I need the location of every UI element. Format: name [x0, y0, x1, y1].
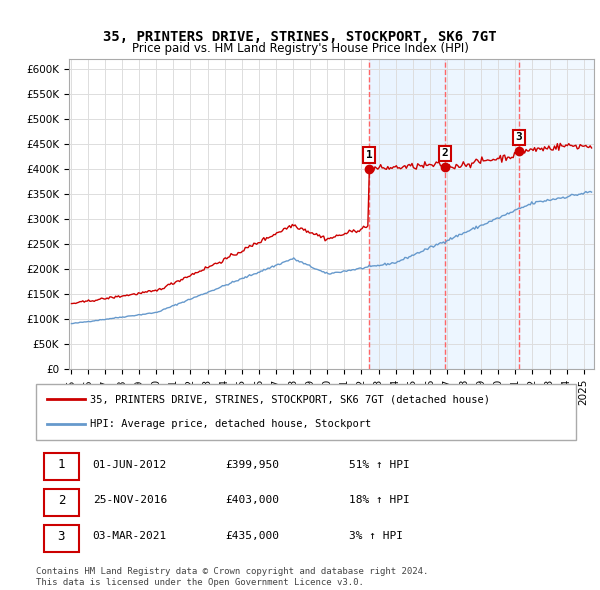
Bar	[519, 59, 594, 369]
Text: £399,950: £399,950	[225, 460, 279, 470]
Text: 3% ↑ HPI: 3% ↑ HPI	[349, 531, 403, 541]
Text: 3: 3	[515, 132, 522, 142]
Text: 1: 1	[366, 150, 373, 160]
Text: £403,000: £403,000	[225, 496, 279, 506]
Text: 01-JUN-2012: 01-JUN-2012	[92, 460, 167, 470]
Text: 35, PRINTERS DRIVE, STRINES, STOCKPORT, SK6 7GT: 35, PRINTERS DRIVE, STRINES, STOCKPORT, …	[103, 30, 497, 44]
FancyBboxPatch shape	[44, 453, 79, 480]
Text: 1: 1	[58, 458, 65, 471]
Text: 18% ↑ HPI: 18% ↑ HPI	[349, 496, 410, 506]
Text: 35, PRINTERS DRIVE, STRINES, STOCKPORT, SK6 7GT (detached house): 35, PRINTERS DRIVE, STRINES, STOCKPORT, …	[90, 394, 490, 404]
Bar	[445, 59, 519, 369]
Text: Contains HM Land Registry data © Crown copyright and database right 2024.
This d: Contains HM Land Registry data © Crown c…	[36, 568, 428, 586]
FancyBboxPatch shape	[44, 525, 79, 552]
Text: 2: 2	[442, 149, 448, 159]
Text: 3: 3	[58, 530, 65, 543]
Text: 03-MAR-2021: 03-MAR-2021	[92, 531, 167, 541]
Text: HPI: Average price, detached house, Stockport: HPI: Average price, detached house, Stoc…	[90, 419, 371, 429]
FancyBboxPatch shape	[36, 384, 576, 440]
Text: 25-NOV-2016: 25-NOV-2016	[92, 496, 167, 506]
FancyBboxPatch shape	[44, 489, 79, 516]
Text: Price paid vs. HM Land Registry's House Price Index (HPI): Price paid vs. HM Land Registry's House …	[131, 42, 469, 55]
Text: 2: 2	[58, 494, 65, 507]
Text: £435,000: £435,000	[225, 531, 279, 541]
Bar	[369, 59, 445, 369]
Text: 51% ↑ HPI: 51% ↑ HPI	[349, 460, 410, 470]
